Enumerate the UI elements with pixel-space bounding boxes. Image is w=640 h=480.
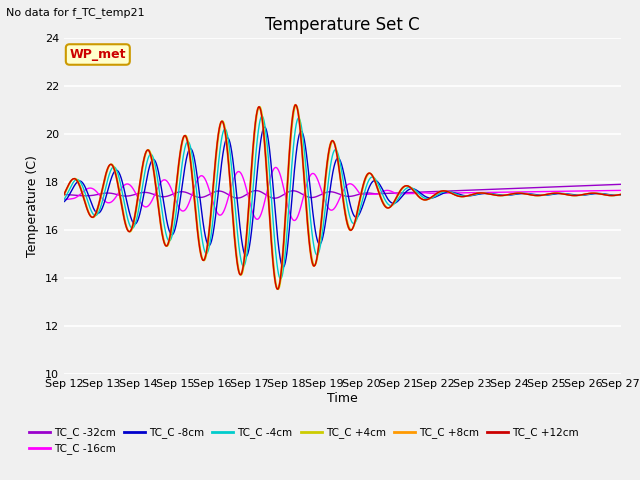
Title: Temperature Set C: Temperature Set C bbox=[265, 16, 420, 34]
Text: No data for f_TC_temp21: No data for f_TC_temp21 bbox=[6, 7, 145, 18]
X-axis label: Time: Time bbox=[327, 392, 358, 405]
Legend: TC_C -32cm, TC_C -16cm, TC_C -8cm, TC_C -4cm, TC_C +4cm, TC_C +8cm, TC_C +12cm: TC_C -32cm, TC_C -16cm, TC_C -8cm, TC_C … bbox=[25, 423, 583, 459]
Y-axis label: Temperature (C): Temperature (C) bbox=[26, 156, 39, 257]
Text: WP_met: WP_met bbox=[70, 48, 126, 61]
